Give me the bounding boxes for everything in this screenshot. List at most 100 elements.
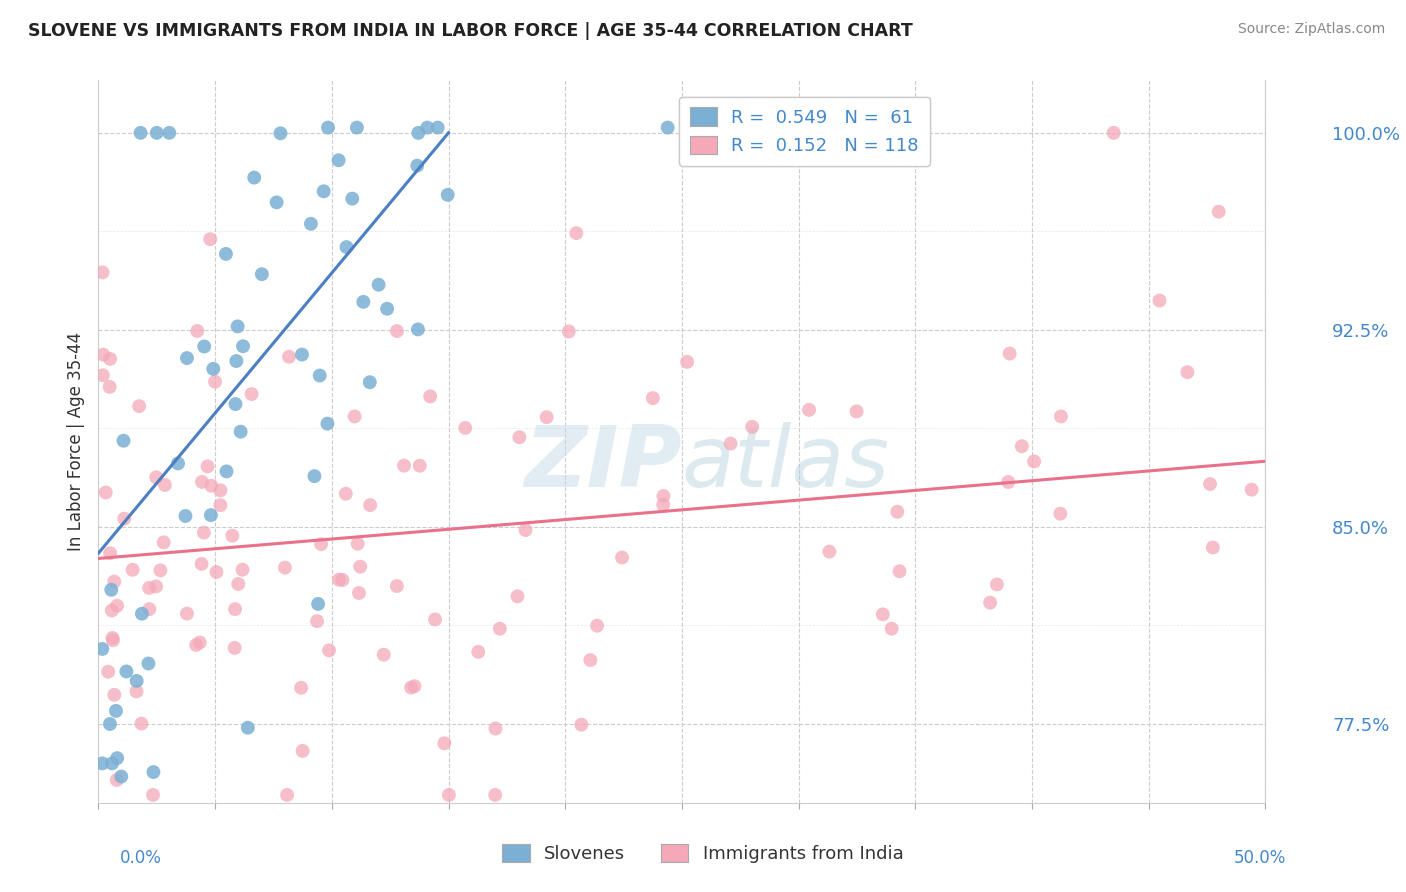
Point: [190, 557, 212, 571]
Point: [406, 322, 429, 336]
Point: [392, 458, 415, 473]
Point: [886, 505, 908, 519]
Point: [91, 368, 114, 383]
Point: [131, 607, 153, 621]
Point: [720, 436, 742, 450]
Point: [98, 717, 121, 731]
Point: [91, 265, 114, 279]
Point: [174, 508, 197, 523]
Point: [153, 478, 176, 492]
Point: [484, 788, 506, 802]
Point: [375, 301, 398, 316]
Point: [105, 751, 128, 765]
Point: [419, 389, 441, 403]
Point: [97, 665, 120, 679]
Point: [307, 597, 329, 611]
Point: [209, 498, 232, 512]
Point: [121, 563, 143, 577]
Point: [229, 425, 252, 439]
Point: [138, 602, 160, 616]
Text: atlas: atlas: [682, 422, 890, 505]
Point: [467, 645, 489, 659]
Point: [221, 529, 243, 543]
Point: [343, 409, 366, 424]
Point: [342, 192, 364, 206]
Legend: R =  0.549   N =  61, R =  0.152   N = 118: R = 0.549 N = 61, R = 0.152 N = 118: [679, 96, 929, 166]
Text: Source: ZipAtlas.com: Source: ZipAtlas.com: [1237, 22, 1385, 37]
Point: [426, 120, 449, 135]
Point: [224, 602, 246, 616]
Point: [406, 159, 429, 173]
Text: 0.0%: 0.0%: [120, 849, 162, 867]
Point: [385, 324, 408, 338]
Point: [125, 673, 148, 688]
Point: [304, 469, 326, 483]
Point: [138, 581, 160, 595]
Point: [565, 226, 588, 240]
Point: [316, 417, 339, 431]
Point: [200, 232, 222, 246]
Point: [979, 596, 1001, 610]
Point: [308, 368, 330, 383]
Point: [103, 688, 125, 702]
Point: [872, 607, 894, 622]
Point: [346, 120, 368, 135]
Point: [408, 126, 430, 140]
Point: [1240, 483, 1263, 497]
Point: [328, 573, 350, 587]
Point: [725, 120, 748, 135]
Point: [332, 573, 354, 587]
Point: [215, 247, 238, 261]
Point: [316, 120, 339, 135]
Text: ZIP: ZIP: [524, 422, 682, 505]
Point: [845, 404, 868, 418]
Point: [149, 563, 172, 577]
Text: SLOVENE VS IMMIGRANTS FROM INDIA IN LABOR FORCE | AGE 35-44 CORRELATION CHART: SLOVENE VS IMMIGRANTS FROM INDIA IN LABO…: [28, 22, 912, 40]
Point: [367, 277, 389, 292]
Point: [1011, 439, 1033, 453]
Point: [184, 638, 207, 652]
Point: [404, 679, 426, 693]
Point: [128, 399, 150, 413]
Point: [112, 511, 135, 525]
Point: [91, 348, 114, 362]
Point: [986, 577, 1008, 591]
Point: [98, 380, 121, 394]
Point: [186, 324, 208, 338]
Point: [641, 391, 664, 405]
Point: [142, 765, 165, 780]
Point: [224, 640, 246, 655]
Point: [269, 126, 291, 140]
Point: [1177, 365, 1199, 379]
Point: [98, 546, 121, 560]
Point: [152, 535, 174, 549]
Point: [998, 346, 1021, 360]
Point: [193, 525, 215, 540]
Point: [1202, 541, 1225, 555]
Point: [200, 508, 222, 522]
Point: [240, 387, 263, 401]
Y-axis label: In Labor Force | Age 35-44: In Labor Force | Age 35-44: [66, 332, 84, 551]
Point: [243, 170, 266, 185]
Point: [676, 355, 699, 369]
Point: [276, 788, 298, 802]
Point: [569, 717, 592, 731]
Point: [105, 772, 128, 787]
Point: [191, 475, 214, 489]
Point: [359, 498, 381, 512]
Point: [224, 397, 246, 411]
Point: [484, 722, 506, 736]
Point: [202, 361, 225, 376]
Point: [101, 633, 124, 648]
Point: [652, 489, 675, 503]
Point: [112, 434, 135, 448]
Point: [291, 348, 314, 362]
Legend: Slovenes, Immigrants from India: Slovenes, Immigrants from India: [492, 833, 914, 874]
Point: [1102, 126, 1125, 140]
Point: [818, 544, 841, 558]
Point: [433, 736, 456, 750]
Point: [515, 523, 537, 537]
Point: [997, 475, 1019, 489]
Point: [104, 704, 127, 718]
Point: [209, 483, 232, 498]
